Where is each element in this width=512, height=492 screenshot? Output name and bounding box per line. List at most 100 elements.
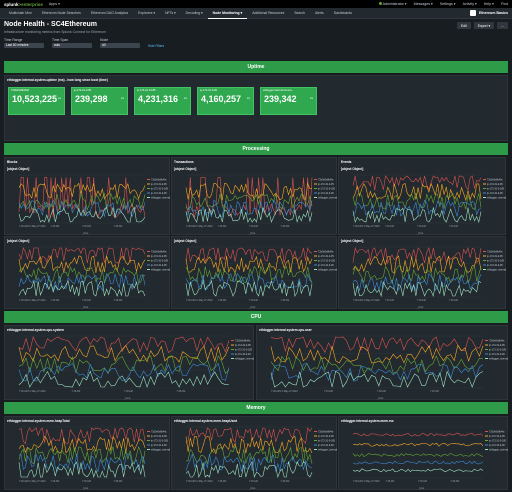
filter-label: Time Span: [52, 38, 69, 42]
settings-menu[interactable]: Settings ▾: [439, 2, 456, 6]
series-line: [18, 453, 146, 473]
find-input[interactable]: Find: [501, 2, 508, 6]
nav-item[interactable]: Ethereum DAO Analytics: [90, 10, 129, 15]
hide-filters-link[interactable]: Hide Filters: [148, 44, 165, 48]
series-line: [352, 460, 484, 465]
nav-item[interactable]: Alerts: [315, 10, 324, 15]
time-range-dropdown[interactable]: Last 60 minutes: [4, 43, 44, 48]
x-tick-label: 7:15 AM: [385, 225, 394, 228]
edit-button[interactable]: Edit: [456, 22, 471, 29]
node-dropdown[interactable]: All: [100, 43, 140, 48]
legend-swatch: [147, 440, 150, 441]
single-value: 10,523,225: [12, 94, 58, 104]
export-button[interactable]: Export ▾: [473, 22, 495, 29]
chart-panel: Events [object Object] 72d0e5e8b4fa ip-172-…: [338, 157, 507, 236]
legend-swatch: [147, 192, 150, 194]
series-line: [352, 182, 482, 202]
nav-item[interactable]: NFTs ▾: [165, 10, 176, 15]
x-axis-title: _time: [248, 305, 256, 309]
legend-label: ip-172-31-0-95: [151, 435, 167, 438]
x-tick-label: 7:30 AM: [377, 390, 386, 393]
legend-label: ip-172-31-0-95: [151, 183, 167, 186]
x-tick-label: 7:15 AM: [218, 299, 227, 302]
legend-swatch: [483, 255, 486, 257]
uptime-single-value[interactable]: 72d0e5e8b4fa0 10,523,225 ms: [8, 87, 65, 115]
legend-label: ethlogger_internal: [151, 197, 171, 200]
legend-label: ip-172-31-0-185: [151, 188, 169, 191]
apps-menu[interactable]: Apps ▾: [48, 2, 60, 6]
nav-item[interactable]: Decoding ▾: [185, 10, 203, 15]
x-tick-label: 7:15 AM: [386, 480, 395, 483]
time-range-filter: Time Range Last 60 minutes: [4, 38, 44, 48]
uptime-single-value[interactable]: ip-172-31-0-185 4,231,316 ms: [134, 87, 191, 115]
nav-item[interactable]: Additional Resources: [252, 10, 285, 15]
series-line: [18, 370, 230, 388]
chart-panel: [object Object] 72d0e5e8b4fa ip-172-31-0-9…: [171, 236, 338, 310]
chart-panel: ethlogger.internal.system.cpu.user 72d0e5…: [256, 325, 509, 401]
uptime-single-value[interactable]: ethlogger.internal.Gonna... 239,342 ms: [260, 87, 317, 115]
legend-label: ip-172-31-0-90: [235, 353, 251, 356]
panel-title: [object Object]: [341, 167, 364, 171]
series-line: [352, 255, 482, 274]
legend-swatch: [314, 192, 317, 194]
x-tick-label: 7:45 AM: [449, 299, 458, 302]
uptime-single-value[interactable]: ip-172-31-0-90 4,160,257 ms: [197, 87, 254, 115]
nav-item[interactable]: Multichain Mon: [9, 10, 32, 15]
nav-item[interactable]: Search: [294, 10, 306, 15]
nav-item[interactable]: Ethereum Node Searches: [41, 10, 81, 15]
legend-swatch: [314, 269, 317, 270]
legend-label: ip-172-31-0-185: [487, 260, 505, 263]
legend-label: ethlogger_internal: [487, 197, 507, 200]
x-axis-title: _time: [248, 231, 256, 235]
legend-label: 72d0e5e8b4fa: [151, 251, 167, 254]
legend-label: ip-172-31-0-90: [151, 264, 167, 267]
legend-swatch: [485, 449, 488, 450]
more-button[interactable]: ...: [497, 22, 508, 29]
legend-label: 72d0e5e8b4fa: [318, 251, 334, 254]
series-line: [352, 175, 482, 191]
series-line: [18, 182, 146, 200]
legend-swatch: [314, 251, 317, 252]
legend-label: ethlogger_internal: [318, 269, 338, 272]
x-tick-label: 7:30 AM: [124, 390, 133, 393]
x-axis-title: _time: [81, 486, 89, 490]
series-line: [270, 336, 484, 353]
series-line: [352, 192, 482, 210]
memory-section-header: Memory: [4, 402, 508, 414]
app-name[interactable]: Ethereum Basics: [469, 10, 508, 16]
nav-item[interactable]: Dashboards: [333, 10, 352, 15]
series-line: [18, 177, 146, 219]
single-value-unit: ms: [309, 97, 313, 100]
panel-title: ethlogger.internal.system.mem.heapUsed: [174, 419, 238, 423]
messages-menu[interactable]: Messages ▾: [413, 2, 433, 6]
x-tick-label: 7:00 AM Fri May 27 2022: [186, 225, 213, 228]
help-menu[interactable]: Help ▾: [483, 2, 494, 6]
nav-item[interactable]: Explorers ▾: [138, 10, 156, 15]
user-menu[interactable]: Administrator ▾: [378, 2, 407, 6]
series-line: [18, 206, 146, 223]
time-span-dropdown[interactable]: auto: [52, 43, 92, 48]
series-line: [352, 265, 482, 285]
nav-item[interactable]: Node Monitoring ▾: [207, 8, 248, 19]
x-tick-label: 7:15 AM: [218, 480, 227, 483]
activity-menu[interactable]: Activity ▾: [462, 2, 477, 6]
legend-swatch: [485, 431, 488, 432]
splunk-logo[interactable]: splunk>enterprise: [4, 1, 43, 7]
legend-label: ip-172-31-0-95: [151, 255, 167, 258]
legend-swatch: [231, 340, 234, 341]
series-line: [18, 427, 146, 445]
uptime-single-value[interactable]: ip-172-31-0-95 239,298 ms: [71, 87, 128, 115]
series-line: [185, 279, 313, 297]
series-line: [185, 435, 313, 455]
